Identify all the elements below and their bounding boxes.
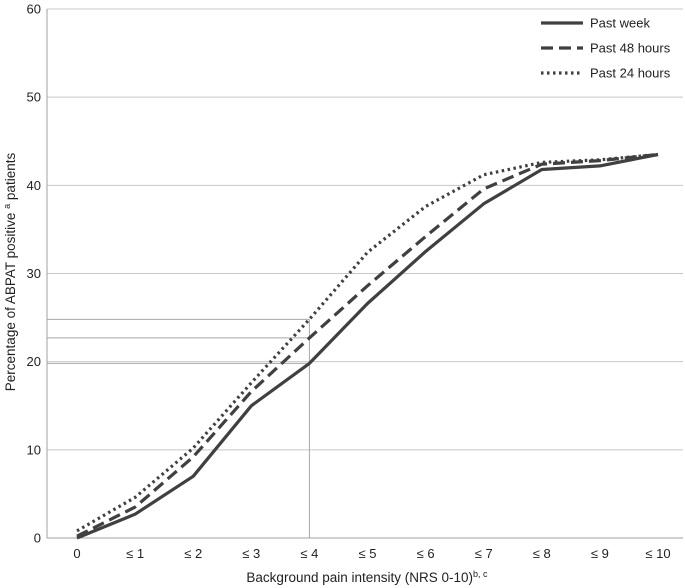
legend-label: Past week (590, 16, 650, 31)
x-tick-labels: 0 ≤ 1 ≤ 2 ≤ 3 ≤ 4 ≤ 5 ≤ 6 ≤ 7 ≤ 8 ≤ 9 ≤ 10 (73, 546, 670, 561)
series-line-dashed (76, 152, 659, 538)
y-tick-label: 50 (27, 90, 41, 105)
reference-lines (47, 318, 310, 538)
gridlines (47, 8, 683, 451)
x-tick-label: ≤ 10 (645, 546, 670, 561)
series-line-solid (76, 152, 659, 540)
legend: Past week Past 48 hours Past 24 hours (541, 16, 671, 81)
x-tick-label: ≤ 8 (533, 546, 551, 561)
x-tick-label: ≤ 3 (242, 546, 260, 561)
series-line-dotted (76, 152, 659, 533)
legend-label: Past 48 hours (590, 41, 671, 56)
y-tick-label: 40 (27, 178, 41, 193)
y-tick-labels: 0 10 20 30 40 50 60 (27, 2, 41, 546)
y-tick-label: 30 (27, 266, 41, 281)
y-axis-title-superscript: a (2, 204, 12, 209)
y-axis-title: Percentage of ABPAT positive a patients (2, 153, 18, 392)
x-axis-title-superscript: b, c (473, 569, 488, 579)
x-axis-title: Background pain intensity (NRS 0-10)b, c (246, 569, 488, 585)
x-tick-label: 0 (73, 546, 80, 561)
x-tick-label: ≤ 2 (184, 546, 202, 561)
x-tick-label: ≤ 6 (417, 546, 435, 561)
axes (46, 9, 683, 539)
x-tick-label: ≤ 7 (475, 546, 493, 561)
y-tick-label: 0 (34, 531, 41, 546)
series-lines (76, 152, 659, 540)
y-tick-label: 20 (27, 354, 41, 369)
y-tick-label: 10 (27, 442, 41, 457)
x-tick-label: ≤ 9 (591, 546, 609, 561)
x-tick-label: ≤ 1 (126, 546, 144, 561)
y-tick-label: 60 (27, 2, 41, 17)
legend-label: Past 24 hours (590, 66, 671, 81)
x-tick-label: ≤ 5 (359, 546, 377, 561)
x-tick-label: ≤ 4 (300, 546, 318, 561)
